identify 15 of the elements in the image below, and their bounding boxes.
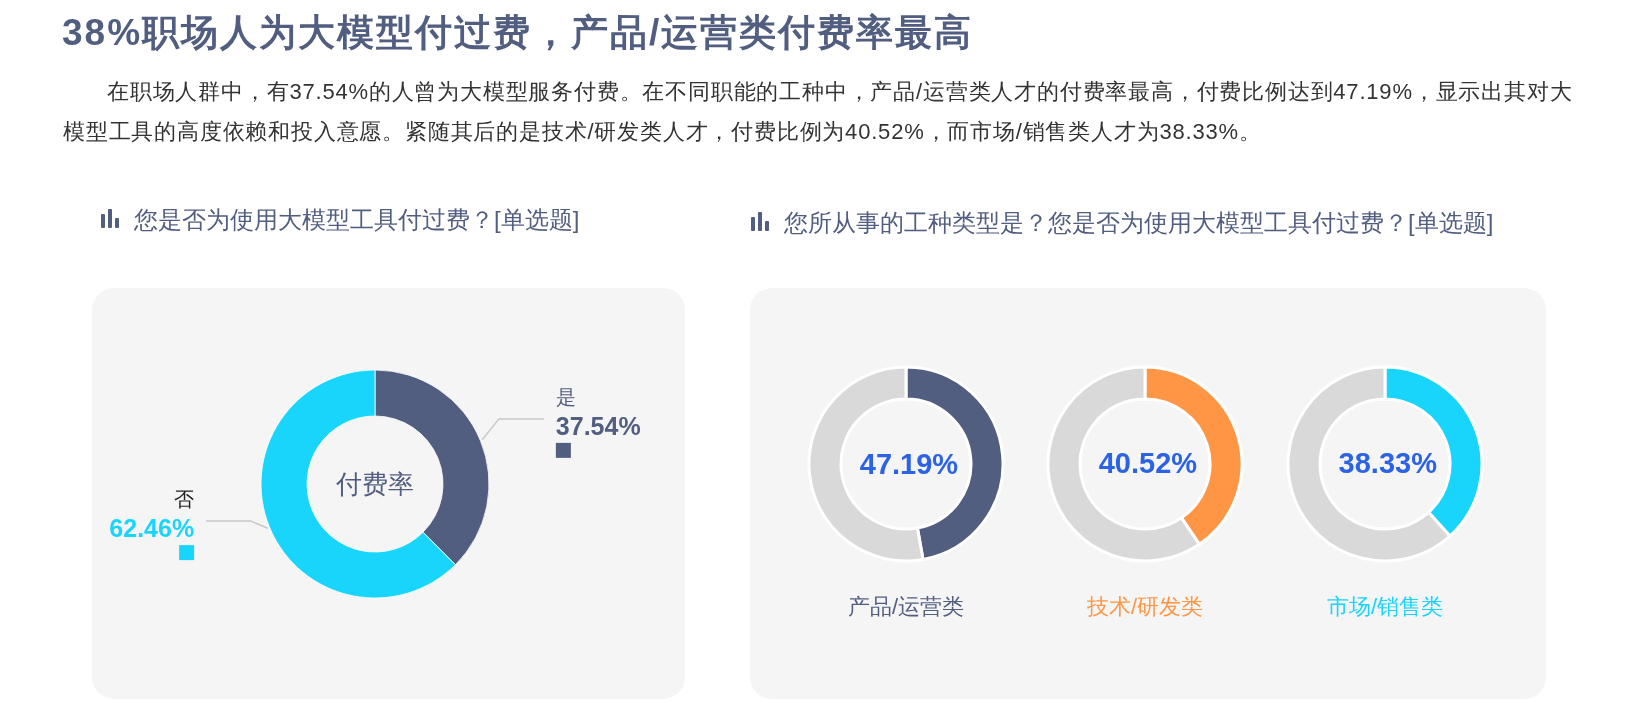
subtitle: 在职场人群中，有37.54%的人曾为大模型服务付费。在不同职能的工种中，产品/运营类人才的付费率最高，付费比例达到47.19%，显示出其对大模型工具的高度依赖和投入意愿。紧随其后的是技术/研发类人才，付费比例为40.52%，而市场/销售类人才为38.33%。 (63, 78, 1574, 146)
chart-title: 您是否为使用大模型工具付过费？[单选题] (134, 205, 580, 233)
chart-title: 技术/研发类 (1086, 593, 1204, 619)
chart-title: 您所从事的工种类型是？您是否为使用大模型工具付过费？[单选题] (784, 208, 1494, 236)
value-label: 62.46% (109, 514, 195, 543)
chart-title: 产品/运营类 (847, 593, 965, 619)
value-label: 40.52% (1098, 447, 1198, 480)
value-label: 38.33% (1338, 446, 1437, 479)
annotation: 付费率 (336, 469, 414, 499)
chart-title: 市场/销售类 (1326, 593, 1444, 619)
value-label: 37.54% (555, 411, 641, 440)
title: 38%职场人为大模型付过费，产品/运营类付费率最高 (62, 11, 974, 55)
value-label: 47.19% (859, 447, 959, 480)
category-label: 否 (174, 488, 195, 511)
category-label: 是 (555, 385, 576, 408)
